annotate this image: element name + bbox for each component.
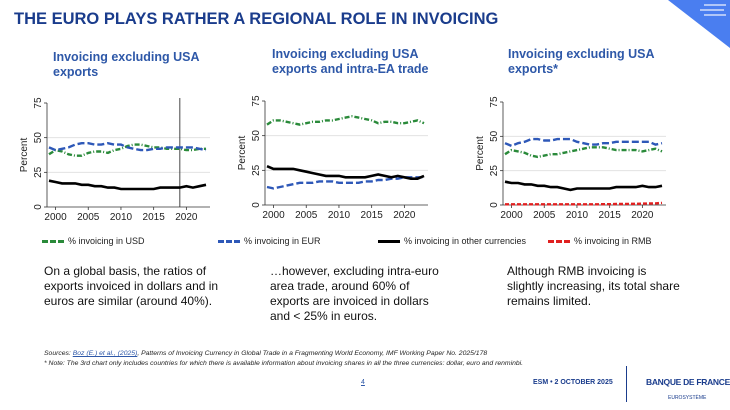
chart-1-title: Invoicing excluding USA exports [53,50,200,79]
y-axis-label: Percent [19,138,30,173]
series-line [48,141,207,152]
legend-other: % invoicing in other currencies [378,236,526,246]
event-date: ESM • 2 OCTOBER 2025 [533,379,613,386]
series-line [266,115,425,126]
chart-3-title: Invoicing excluding USA exports* [508,47,655,76]
x-tick-label: 2000 [500,210,523,221]
x-tick-label: 2010 [110,212,133,223]
y-tick-label: 0 [33,204,44,210]
y-tick-label: 0 [489,202,500,208]
series-line [48,179,207,191]
sources-note: Sources: Boz (E.) et al., (2025), Patter… [44,349,523,369]
y-tick-label: 75 [489,96,500,108]
y-tick-label: 25 [251,164,262,176]
x-tick-label: 2010 [566,210,589,221]
sources-prefix: Sources: [44,350,73,357]
legend-swatch [378,239,400,243]
series-line [504,180,663,192]
legend-swatch [548,239,570,243]
slide-title: THE EURO PLAYS RATHER A REGIONAL ROLE IN… [14,10,499,28]
y-tick-label: 50 [489,130,500,142]
series-line [48,143,206,157]
x-tick-label: 2020 [631,210,654,221]
logo-subtitle: EUROSYSTÈME [668,395,707,401]
series-line [504,146,663,159]
legend-swatch [42,239,64,243]
logo: BANQUE DE FRANCE [646,377,730,387]
series-line [504,137,663,148]
legend-usd: % invoicing in USD [42,236,145,246]
legend-label: % invoicing in other currencies [404,236,527,246]
legend-rmb: % invoicing in RMB [548,236,652,246]
sources-text: , Patterns of Invoicing Currency in Glob… [137,350,488,357]
x-tick-label: 2000 [262,210,285,221]
legend-swatch [218,239,240,243]
y-tick-label: 75 [33,97,44,109]
y-tick-label: 50 [33,132,44,144]
footnote: * Note: The 3rd chart only includes coun… [44,360,524,367]
y-tick-label: 50 [251,130,262,142]
x-tick-label: 2000 [44,212,67,223]
x-tick-label: 2010 [328,210,351,221]
series-line [266,164,425,180]
paragraph-rmb: Although RMB invoicing is slightly incre… [507,264,680,308]
footer-divider [626,366,627,402]
y-tick-label: 25 [489,165,500,177]
series-line [266,176,424,190]
x-tick-label: 2020 [393,210,416,221]
y-axis-label: Percent [237,136,248,171]
charts: 0 25 50 75 Percent 2000 2005 2010 2015 2020 0 25 50 7… [19,95,666,223]
y-axis-label: Percent [475,136,486,171]
page-number[interactable]: 4 [361,379,365,386]
y-tick-label: 75 [251,95,262,107]
x-tick-label: 2005 [295,210,318,221]
x-tick-label: 2015 [143,212,166,223]
legend-label: % invoicing in USD [68,236,145,246]
paragraph-global: On a global basis, the ratios of exports… [44,264,219,308]
legend-label: % invoicing in RMB [574,236,652,246]
y-tick-label: 0 [251,202,262,208]
sources-link[interactable]: Boz (E.) et al., (2025) [72,350,138,357]
x-tick-label: 2005 [77,212,100,223]
x-tick-label: 2015 [599,210,622,221]
legend-label: % invoicing in EUR [244,236,321,246]
y-tick-label: 25 [33,166,44,178]
x-tick-label: 2020 [175,212,198,223]
legend-eur: % invoicing in EUR [218,236,321,246]
chart-2-title: Invoicing excluding USA exports and intr… [272,47,429,76]
x-tick-label: 2015 [361,210,384,221]
paragraph-excl-intra-ea: …however, excluding intra-euro area trad… [270,264,439,323]
series-line [505,201,663,206]
x-tick-label: 2005 [533,210,556,221]
